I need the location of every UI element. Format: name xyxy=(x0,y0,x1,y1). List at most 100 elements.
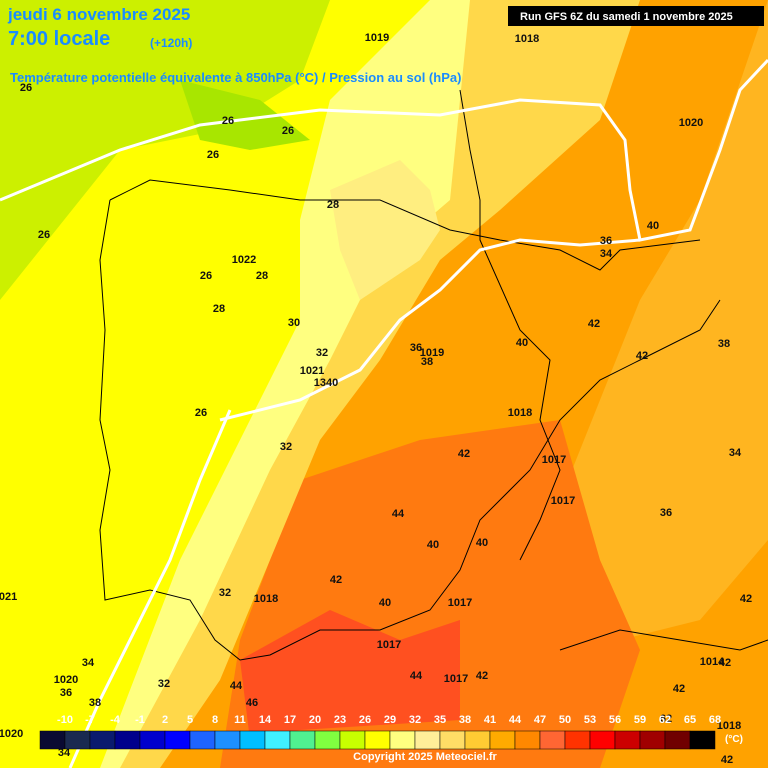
map-label: 42 xyxy=(719,657,731,669)
map-region xyxy=(330,160,440,300)
map-label: 26 xyxy=(200,270,212,282)
run-info: Run GFS 6Z du samedi 1 novembre 2025 xyxy=(520,11,733,23)
map-label: 1022 xyxy=(232,254,256,266)
colorbar-label: 11 xyxy=(234,714,246,726)
map-label: 42 xyxy=(458,448,470,460)
colorbar-swatch xyxy=(614,730,641,750)
colorbar-label: -7 xyxy=(85,714,95,726)
map-label: 32 xyxy=(316,347,328,359)
colorbar-swatch xyxy=(264,730,291,750)
colorbar-label: -10 xyxy=(57,714,73,726)
colorbar-unit: (°C) xyxy=(725,734,743,745)
map-label: 1017 xyxy=(551,495,575,507)
map-label: 38 xyxy=(718,338,730,350)
map-label: 30 xyxy=(288,317,300,329)
colorbar-label: 44 xyxy=(509,714,522,726)
colorbar-label: 41 xyxy=(484,714,496,726)
map-label: 26 xyxy=(222,115,234,127)
colorbar-swatch xyxy=(589,730,616,750)
map-label: 28 xyxy=(213,303,225,315)
map-label: 40 xyxy=(647,220,659,232)
map-label: 42 xyxy=(721,754,733,766)
date: jeudi 6 novembre 2025 xyxy=(7,5,190,24)
colorbar: -10 -7 -4 -1 2 5 8 11 14 17 20 23 26 29 32 35 38 41 44 47 50… xyxy=(39,714,721,750)
colorbar-swatch xyxy=(339,730,366,750)
map-labels: 1019 101826262626102028264036341022282628… xyxy=(0,32,752,766)
map-label: 46 xyxy=(246,697,258,709)
colorbar-swatch xyxy=(639,730,666,750)
colorbar-swatch xyxy=(139,730,166,750)
colorbar-label: 26 xyxy=(359,714,371,726)
map-label: 1018 xyxy=(254,593,278,605)
run-box xyxy=(508,6,764,26)
colorbar-swatch xyxy=(414,730,441,750)
map-label: 1017 xyxy=(444,673,468,685)
colorbar-swatch xyxy=(489,730,516,750)
colorbar-swatch xyxy=(164,730,191,750)
map-label: 1018 xyxy=(515,33,539,45)
colorbar-swatch xyxy=(514,730,541,750)
colorbar-swatch xyxy=(364,730,391,750)
colorbar-label: 35 xyxy=(434,714,446,726)
colorbar-swatch xyxy=(289,730,316,750)
time: 7:00 locale xyxy=(8,28,110,50)
colorbar-swatch xyxy=(439,730,466,750)
map-label: 40 xyxy=(427,539,439,551)
map-label: 42 xyxy=(636,350,648,362)
map-label: 34 xyxy=(729,447,742,459)
map-label: 40 xyxy=(379,597,391,609)
map-label: 1020 xyxy=(54,674,78,686)
colorbar-swatch xyxy=(89,730,116,750)
colorbar-label: 5 xyxy=(187,714,193,726)
colorbar-label: 14 xyxy=(259,714,272,726)
map-label: 44 xyxy=(392,508,405,520)
map-label: 38 xyxy=(421,356,433,368)
colorbar-swatch xyxy=(689,730,716,750)
colorbar-swatch xyxy=(189,730,216,750)
map-label: 42 xyxy=(330,574,342,586)
map-label: 38 xyxy=(89,697,101,709)
colorbar-label: -4 xyxy=(110,714,121,726)
map-label: 26 xyxy=(195,407,207,419)
map-label: 34 xyxy=(58,747,71,759)
map-label: 1019 xyxy=(420,347,444,359)
colorbar-label: 53 xyxy=(584,714,596,726)
map-label: 40 xyxy=(476,537,488,549)
colorbar-label: 59 xyxy=(634,714,646,726)
map-label: 1017 xyxy=(377,639,401,651)
map-label: 44 xyxy=(410,670,423,682)
colorbar-label: 2 xyxy=(162,714,168,726)
map-label: 26 xyxy=(282,125,294,137)
map-label: 1020 xyxy=(679,117,703,129)
colorbar-label: 38 xyxy=(459,714,471,726)
copyright: Copyright 2025 Meteociel.fr xyxy=(353,751,497,763)
map-label: 26 xyxy=(207,149,219,161)
map-label: 26 xyxy=(38,229,50,241)
map-label: 1018 xyxy=(508,407,532,419)
colorbar-label: 56 xyxy=(609,714,621,726)
map-label: 44 xyxy=(230,680,243,692)
colorbar-label: 20 xyxy=(309,714,321,726)
map-label: 42 xyxy=(673,683,685,695)
map-label: 1020 xyxy=(0,728,23,740)
colorbar-label: 8 xyxy=(212,714,218,726)
colorbar-swatch xyxy=(39,730,66,750)
colorbar-swatch xyxy=(214,730,241,750)
map-region xyxy=(180,80,310,150)
map-label: 28 xyxy=(256,270,268,282)
colorbar-swatch xyxy=(539,730,566,750)
map-label: 32 xyxy=(219,587,231,599)
map-label: 28 xyxy=(327,199,339,211)
colorbar-swatch xyxy=(314,730,341,750)
map-label: 32 xyxy=(280,441,292,453)
map-label: 36 xyxy=(60,687,72,699)
map-label: 1019 xyxy=(365,32,389,44)
map-label: 021 xyxy=(0,591,17,603)
map-label: 1017 xyxy=(542,454,566,466)
colorbar-label: 17 xyxy=(284,714,296,726)
map-label: 34 xyxy=(600,248,613,260)
colorbar-swatch xyxy=(564,730,591,750)
map-label: 1014 xyxy=(700,656,725,668)
colorbar-label: 68 xyxy=(709,714,721,726)
colorbar-swatch xyxy=(239,730,266,750)
